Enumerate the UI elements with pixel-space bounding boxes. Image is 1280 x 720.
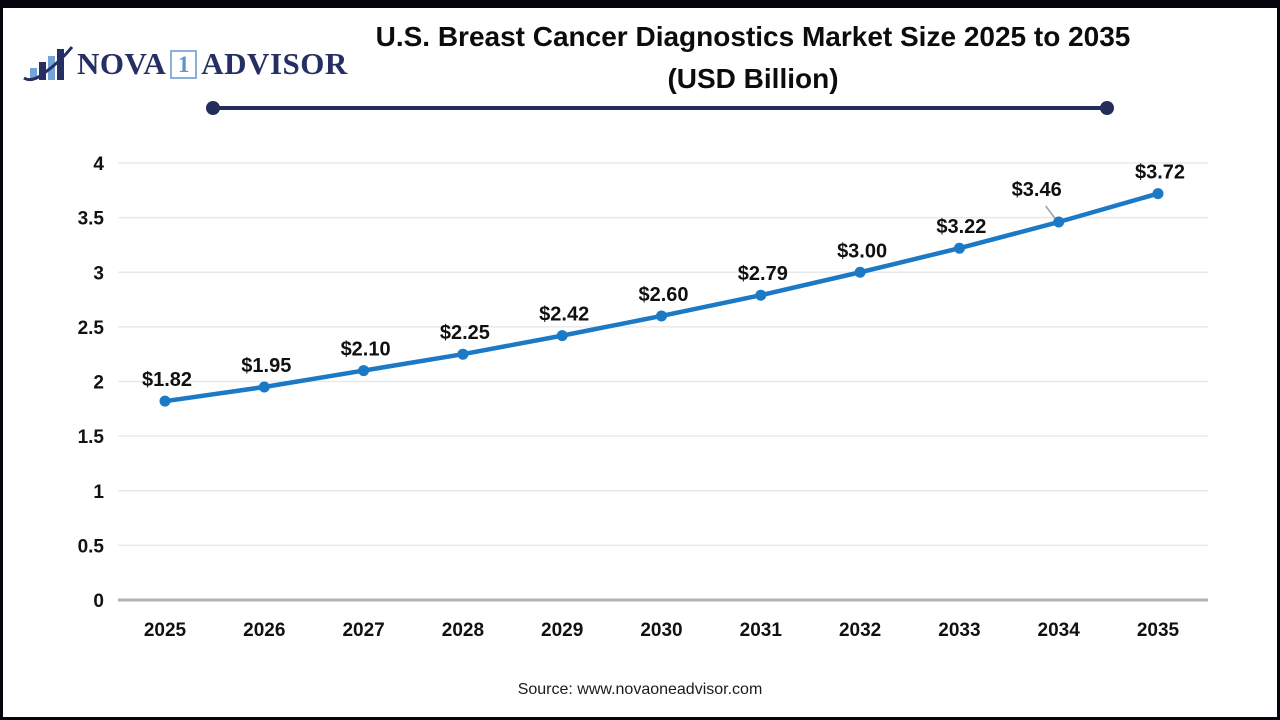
x-axis-tick-label: 2027 — [342, 620, 384, 641]
bar-chart-swoosh-icon — [23, 46, 73, 82]
data-point-label: $2.25 — [440, 322, 490, 344]
data-point-label: $1.95 — [241, 355, 291, 377]
data-point-marker — [556, 330, 568, 342]
logo-text-one: 1 — [170, 49, 198, 79]
x-axis-tick-label: 2032 — [839, 620, 881, 641]
data-point-label: $3.46 — [1012, 179, 1062, 201]
data-point-marker — [258, 381, 270, 393]
x-axis-tick-label: 2026 — [243, 620, 285, 641]
y-axis-tick-label: 3.5 — [78, 209, 105, 230]
title-underline — [206, 101, 1114, 115]
data-point-marker — [953, 242, 965, 254]
x-axis-tick-label: 2030 — [640, 620, 682, 641]
data-point-label: $3.00 — [837, 240, 887, 262]
data-point-marker — [1053, 216, 1065, 228]
y-axis-tick-label: 3 — [93, 263, 104, 284]
data-point-label: $3.72 — [1135, 162, 1185, 184]
source-text: Source: www.novaoneadvisor.com — [517, 681, 763, 698]
data-point-label: $3.22 — [936, 216, 986, 238]
data-point-label: $2.79 — [738, 263, 788, 285]
data-point-marker — [358, 365, 370, 377]
data-point-label: $1.82 — [142, 369, 192, 391]
data-point-marker — [159, 395, 171, 407]
data-point-marker — [457, 348, 469, 360]
x-axis-tick-label: 2035 — [1137, 620, 1180, 641]
y-axis-tick-label: 2 — [93, 373, 104, 394]
y-axis-tick-label: 0 — [93, 591, 104, 612]
x-axis-tick-label: 2025 — [144, 620, 187, 641]
x-axis-tick-label: 2033 — [938, 620, 980, 641]
x-axis-tick-label: 2031 — [740, 620, 783, 641]
data-point-label: $2.42 — [539, 304, 589, 326]
y-axis-tick-label: 0.5 — [78, 536, 105, 557]
x-axis-tick-label: 2029 — [541, 620, 583, 641]
data-point-label: $2.60 — [638, 284, 688, 306]
x-axis-tick-label: 2034 — [1038, 620, 1081, 641]
y-axis-tick-label: 1 — [93, 482, 104, 503]
data-point-label: $2.10 — [341, 339, 391, 361]
chart-title-line2: (USD Billion) — [667, 63, 839, 94]
y-axis-tick-label: 1.5 — [78, 427, 105, 448]
data-point-marker — [854, 266, 866, 278]
chart-title: U.S. Breast Cancer Diagnostics Market Si… — [243, 16, 1263, 100]
label-leader-line — [1045, 205, 1056, 219]
y-axis-tick-label: 2.5 — [78, 318, 105, 339]
x-axis-tick-label: 2028 — [442, 620, 484, 641]
y-axis-tick-label: 4 — [93, 154, 104, 175]
data-point-marker — [755, 289, 767, 301]
chart-title-line1: U.S. Breast Cancer Diagnostics Market Si… — [375, 21, 1131, 52]
logo-text-advisor: ADVISOR — [201, 46, 348, 81]
data-point-marker — [656, 310, 667, 322]
data-point-marker — [1152, 188, 1164, 200]
nova-one-advisor-logo: NOVA 1 ADVISOR — [23, 44, 348, 84]
logo-text-nova: NOVA — [77, 46, 167, 81]
